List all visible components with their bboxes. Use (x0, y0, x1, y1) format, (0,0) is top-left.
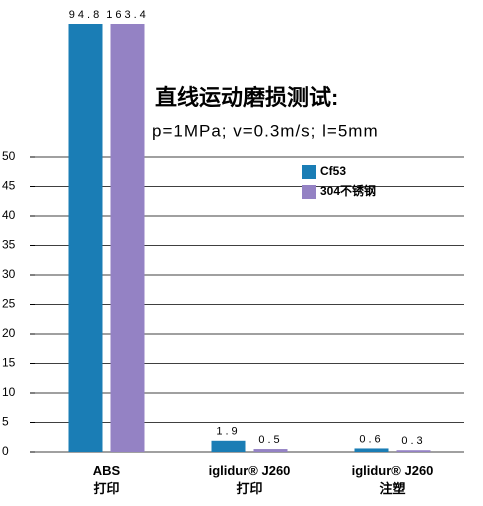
x-tick-label: iglidur® J260 注塑 (351, 463, 434, 496)
legend-swatch (302, 185, 316, 199)
value-label: 0.5 (258, 434, 282, 446)
y-tick-label: 35 (2, 238, 16, 252)
chart-subtitle: p=1MPa; v=0.3m/s; l=5mm (152, 121, 379, 140)
legend-label: Cf53 (320, 164, 346, 178)
chart-title: 直线运动磨损测试: (155, 85, 338, 110)
y-tick-label: 50 (2, 149, 16, 163)
x-tick-label: ABS 打印 (92, 463, 121, 496)
y-tick-label: 25 (2, 297, 16, 311)
y-tick-label: 40 (2, 208, 16, 222)
value-label: 1.9 (216, 426, 240, 438)
y-tick-label: 30 (2, 267, 16, 281)
legend-swatch (302, 165, 316, 179)
bar (396, 450, 431, 452)
y-tick-label: 0 (2, 444, 9, 458)
bar (253, 449, 288, 452)
value-label: 0.3 (401, 435, 425, 447)
bar (354, 448, 389, 452)
legend-label: 304不锈钢 (320, 183, 376, 198)
value-label: 94.8 (69, 9, 102, 21)
y-tick-label: 45 (2, 179, 16, 193)
y-tick-label: 15 (2, 356, 16, 370)
bar (68, 24, 103, 453)
y-tick-label: 20 (2, 326, 16, 340)
bar (110, 24, 145, 452)
value-label: 163.4 (106, 9, 149, 21)
x-tick-label: iglidur® J260 打印 (208, 463, 291, 496)
value-label: 0.6 (359, 433, 383, 445)
bar (211, 440, 246, 452)
y-tick-label: 10 (2, 385, 16, 399)
y-tick-label: 5 (2, 415, 9, 429)
